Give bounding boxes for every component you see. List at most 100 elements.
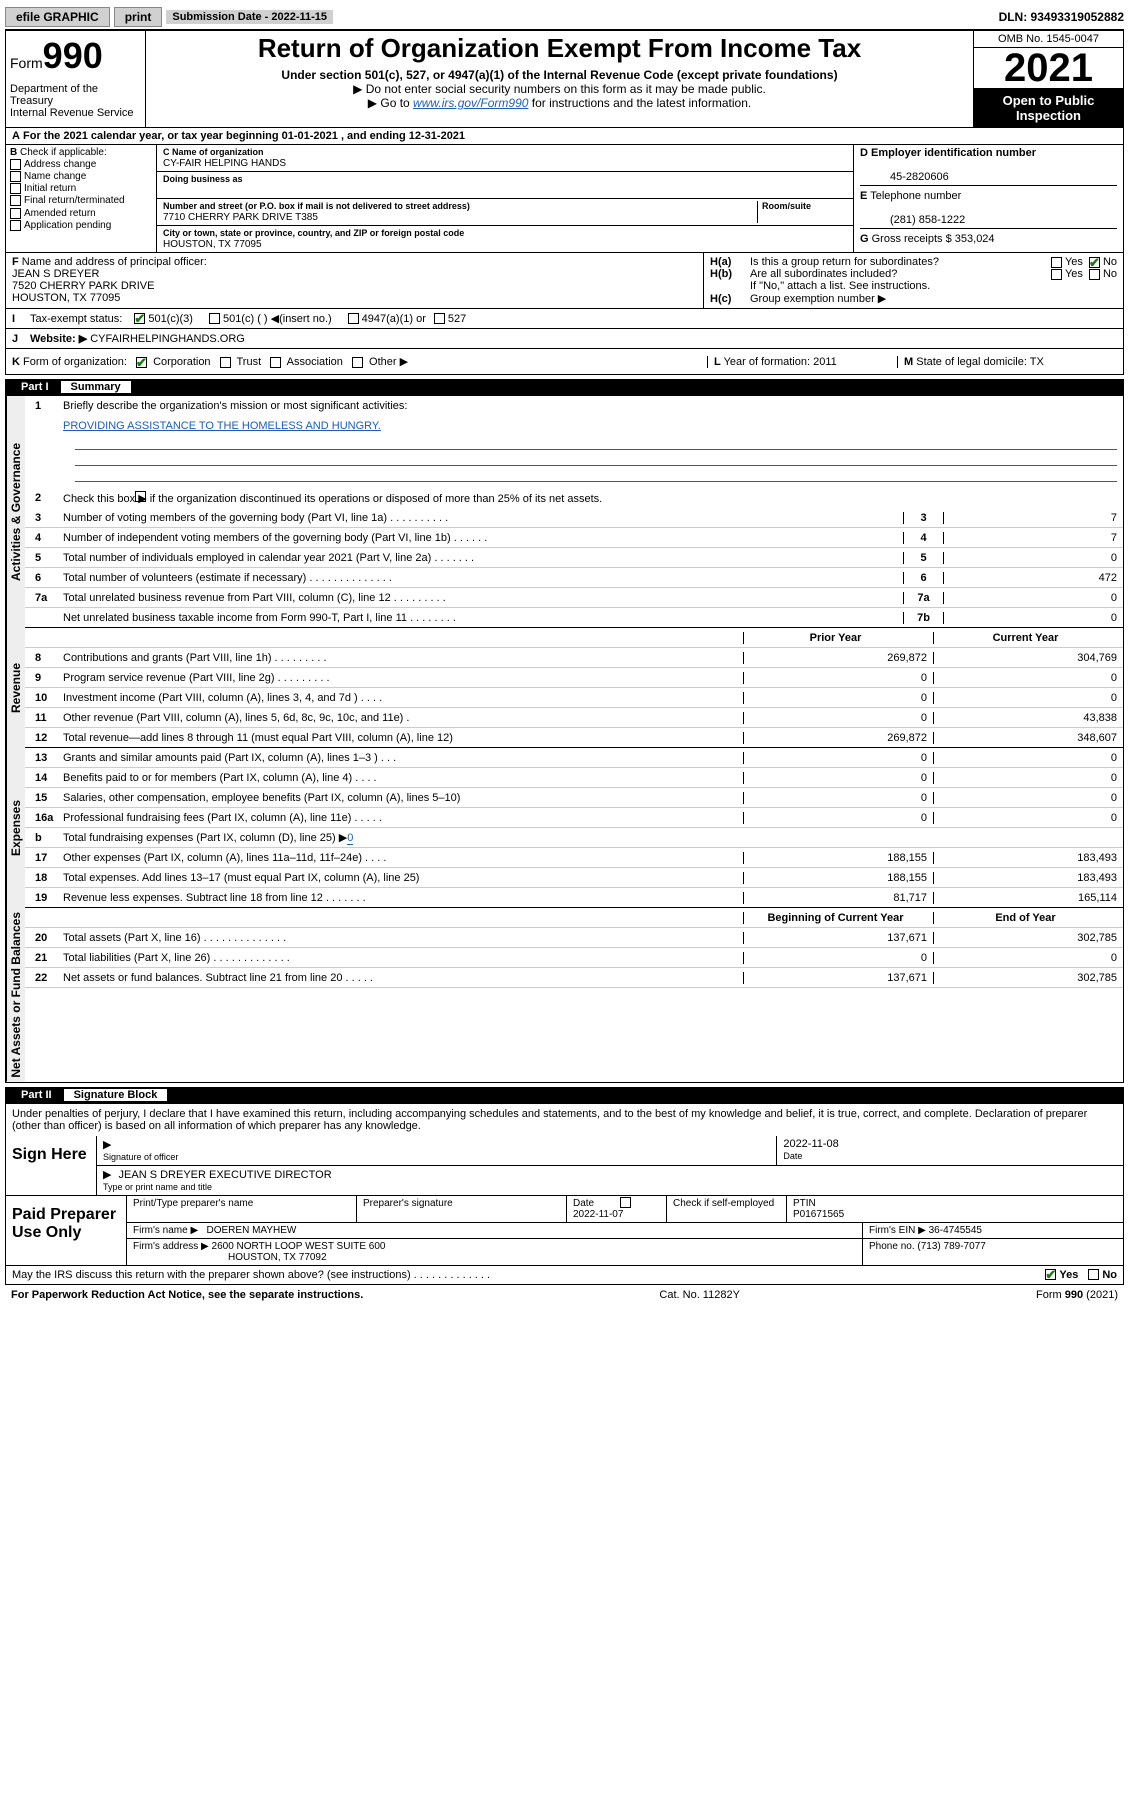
rev-8-curr: 304,769 [933,652,1123,664]
org-name: CY-FAIR HELPING HANDS [163,158,286,169]
checkbox-application-pending[interactable] [10,220,21,231]
checkbox-group-no[interactable] [1089,257,1100,268]
checkbox-name-change[interactable] [10,171,21,182]
checkbox-sub-no[interactable] [1089,269,1100,280]
exp-13-prior: 0 [743,752,933,764]
checkbox-group-yes[interactable] [1051,257,1062,268]
checkbox-address-change[interactable] [10,159,21,170]
state-domicile: TX [1030,356,1044,368]
checkbox-amended[interactable] [10,208,21,219]
line-a: A For the 2021 calendar year, or tax yea… [5,127,1124,144]
checkbox-sub-yes[interactable] [1051,269,1062,280]
section-bcdefg: B Check if applicable: Address change Na… [5,144,1124,252]
net-21-beg: 0 [743,952,933,964]
val-5: 0 [943,552,1123,564]
checkbox-discontinued[interactable] [135,491,146,502]
efile-label: efile GRAPHIC [5,7,110,27]
rev-12-prior: 269,872 [743,732,933,744]
exp-19-prior: 81,717 [743,892,933,904]
cat-no: Cat. No. 11282Y [659,1289,740,1301]
net-21-end: 0 [933,952,1123,964]
exp-18-curr: 183,493 [933,872,1123,884]
arrow-icon: ▶ [103,1168,111,1181]
dln: DLN: 93493319052882 [999,10,1124,24]
part-2: Under penalties of perjury, I declare th… [5,1103,1124,1285]
section-defg: D Employer identification number 45-2820… [853,145,1123,252]
line-j: J Website: ▶ CYFAIRHELPINGHANDS.ORG [5,328,1124,348]
checkbox-corporation[interactable] [136,357,147,368]
print-button[interactable]: print [114,7,163,27]
section-governance: Activities & Governance 1Briefly describ… [6,396,1123,628]
rev-11-prior: 0 [743,712,933,724]
tab-governance: Activities & Governance [6,396,25,628]
sign-here-block: Sign Here ▶ Signature of officer 2022-11… [6,1136,1123,1195]
checkbox-4947[interactable] [348,313,359,324]
checkbox-501c3[interactable] [134,313,145,324]
firm-ein: 36-4745545 [929,1225,982,1236]
checkbox-501c[interactable] [209,313,220,324]
rev-9-curr: 0 [933,672,1123,684]
part-1-header: Part I Summary [5,379,1124,395]
checkbox-discuss-yes[interactable] [1045,1269,1056,1280]
irs-link[interactable]: www.irs.gov/Form990 [413,96,528,110]
form-header: Form990 Department of the Treasury Inter… [5,30,1124,127]
submission-date: Submission Date - 2022-11-15 [166,10,333,24]
open-to-public: Open to PublicInspection [974,89,1123,127]
paid-preparer-block: Paid Preparer Use Only Print/Type prepar… [6,1195,1123,1265]
val-4: 7 [943,532,1123,544]
part-2-header: Part II Signature Block [5,1087,1124,1103]
val-7a: 0 [943,592,1123,604]
ptin: P01671565 [793,1209,844,1220]
mission-text: PROVIDING ASSISTANCE TO THE HOMELESS AND… [59,418,1123,434]
instruction-1: ▶ Do not enter social security numbers o… [154,82,965,96]
firm-name: DOEREN MAYHEW [207,1225,297,1236]
exp-16a-curr: 0 [933,812,1123,824]
section-net-assets: Net Assets or Fund Balances -Beginning o… [6,908,1123,1082]
section-b: B Check if applicable: Address change Na… [6,145,156,252]
exp-17-curr: 183,493 [933,852,1123,864]
officer-signature-name: JEAN S DREYER EXECUTIVE DIRECTOR [119,1169,332,1181]
top-bar: efile GRAPHIC print Submission Date - 20… [5,5,1124,30]
instruction-2: ▶ Go to www.irs.gov/Form990 for instruct… [154,96,965,110]
tab-revenue: Revenue [6,628,25,748]
rev-9-prior: 0 [743,672,933,684]
discuss-question: May the IRS discuss this return with the… [12,1269,1045,1281]
checkbox-self-employed[interactable] [620,1197,631,1208]
checkbox-other[interactable] [352,357,363,368]
exp-15-curr: 0 [933,792,1123,804]
exp-14-curr: 0 [933,772,1123,784]
exp-19-curr: 165,114 [933,892,1123,904]
exp-14-prior: 0 [743,772,933,784]
checkbox-association[interactable] [270,357,281,368]
rev-10-prior: 0 [743,692,933,704]
tab-net-assets: Net Assets or Fund Balances [6,908,25,1082]
firm-phone: (713) 789-7077 [917,1241,985,1252]
page-footer: For Paperwork Reduction Act Notice, see … [5,1285,1124,1305]
rev-12-curr: 348,607 [933,732,1123,744]
checkbox-trust[interactable] [220,357,231,368]
section-fh: F Name and address of principal officer:… [5,252,1124,308]
part-1: Activities & Governance 1Briefly describ… [5,395,1124,1083]
officer-name: JEAN S DREYER [12,268,99,280]
val-7b: 0 [943,612,1123,624]
ein: 45-2820606 [860,171,949,183]
form-ref: 990 [1065,1289,1083,1301]
department: Department of the Treasury Internal Reve… [10,83,141,119]
preparer-date: 2022-11-07 [573,1209,623,1220]
officer-addr1: 7520 CHERRY PARK DRIVE [12,280,154,292]
arrow-icon: ▶ [103,1138,111,1151]
tax-year: 2021 [974,48,1123,89]
checkbox-discuss-no[interactable] [1088,1269,1099,1280]
rev-8-prior: 269,872 [743,652,933,664]
exp-15-prior: 0 [743,792,933,804]
checkbox-final-return[interactable] [10,195,21,206]
checkbox-527[interactable] [434,313,445,324]
checkbox-initial-return[interactable] [10,183,21,194]
declaration: Under penalties of perjury, I declare th… [6,1104,1123,1136]
fundraising-expenses: 0 [347,832,353,845]
line-klm: K Form of organization: Corporation Trus… [5,348,1124,375]
rev-10-curr: 0 [933,692,1123,704]
exp-13-curr: 0 [933,752,1123,764]
net-20-end: 302,785 [933,932,1123,944]
form-number: Form990 [10,35,141,77]
